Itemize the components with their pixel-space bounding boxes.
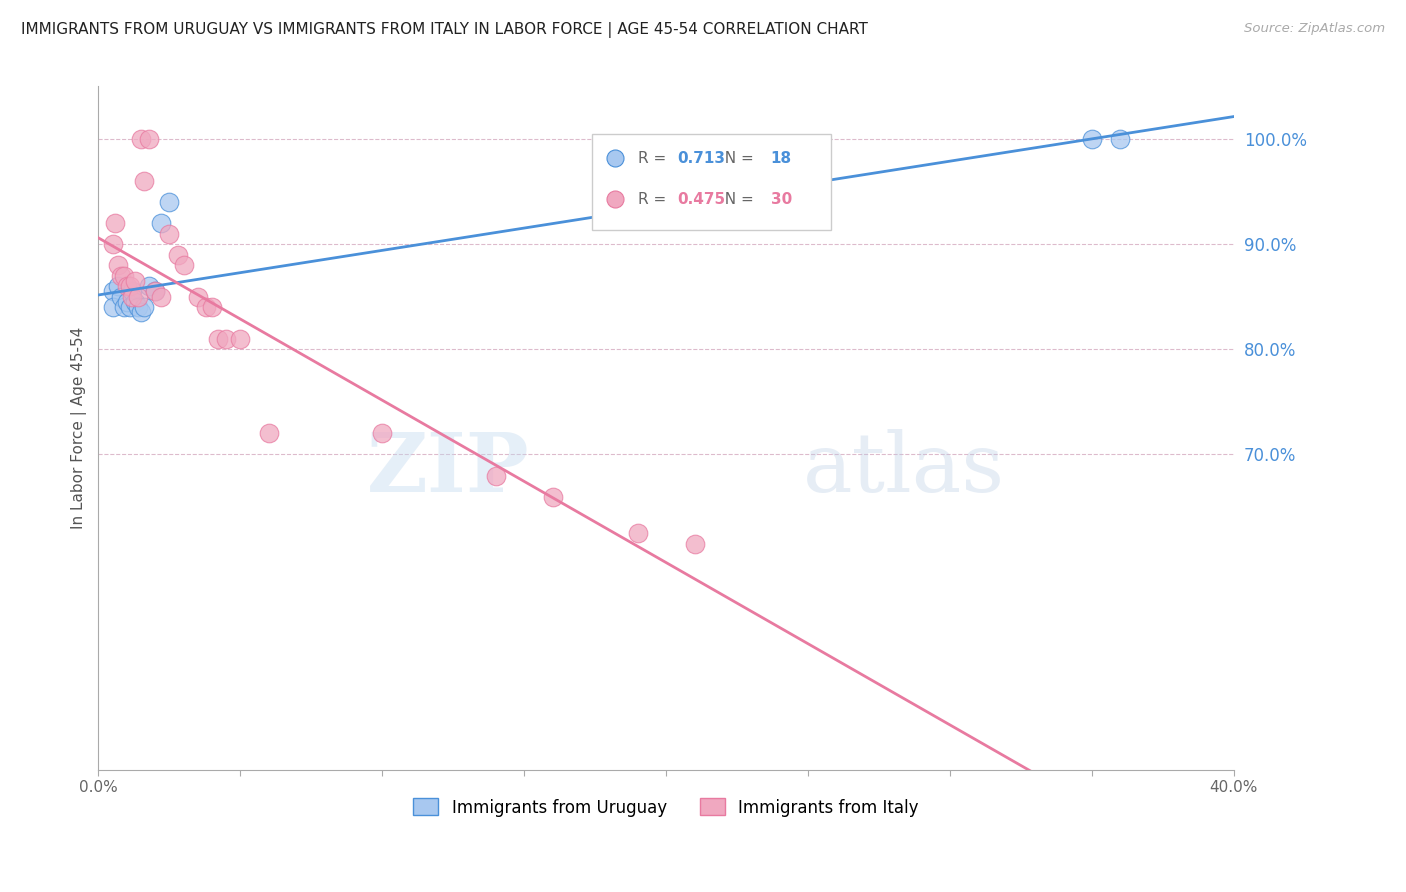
- Point: [107, 258, 129, 272]
- Point: [101, 300, 124, 314]
- Point: [124, 295, 146, 310]
- Point: [1081, 132, 1104, 146]
- Point: [1109, 132, 1132, 146]
- Point: [149, 216, 172, 230]
- Point: [104, 216, 127, 230]
- Point: [101, 237, 124, 252]
- Y-axis label: In Labor Force | Age 45-54: In Labor Force | Age 45-54: [72, 327, 87, 529]
- Text: IMMIGRANTS FROM URUGUAY VS IMMIGRANTS FROM ITALY IN LABOR FORCE | AGE 45-54 CORR: IMMIGRANTS FROM URUGUAY VS IMMIGRANTS FR…: [21, 22, 868, 38]
- Text: 30: 30: [770, 192, 792, 207]
- FancyBboxPatch shape: [592, 134, 831, 230]
- Point: [157, 195, 180, 210]
- Point: [1379, 305, 1402, 319]
- Point: [115, 295, 138, 310]
- Point: [127, 300, 149, 314]
- Point: [129, 305, 152, 319]
- Point: [110, 290, 132, 304]
- Text: 0.713: 0.713: [678, 151, 725, 166]
- Point: [118, 279, 141, 293]
- Legend: Immigrants from Uruguay, Immigrants from Italy: Immigrants from Uruguay, Immigrants from…: [406, 792, 925, 823]
- Text: 0.475: 0.475: [678, 192, 725, 207]
- Point: [207, 332, 229, 346]
- Point: [138, 279, 160, 293]
- Point: [229, 332, 252, 346]
- Point: [129, 132, 152, 146]
- Point: [143, 285, 166, 299]
- Text: atlas: atlas: [803, 429, 1004, 509]
- Point: [195, 300, 218, 314]
- Point: [157, 227, 180, 241]
- Point: [115, 279, 138, 293]
- Point: [101, 285, 124, 299]
- Text: R =: R =: [638, 151, 671, 166]
- Point: [138, 132, 160, 146]
- Point: [149, 290, 172, 304]
- Text: N =: N =: [716, 192, 759, 207]
- Point: [132, 300, 155, 314]
- Point: [371, 426, 394, 441]
- Point: [143, 285, 166, 299]
- Point: [132, 174, 155, 188]
- Point: [1379, 243, 1402, 257]
- Point: [166, 247, 188, 261]
- Point: [173, 258, 195, 272]
- Point: [121, 285, 143, 299]
- Point: [683, 537, 706, 551]
- Point: [257, 426, 280, 441]
- Point: [127, 290, 149, 304]
- Point: [201, 300, 224, 314]
- Text: ZIP: ZIP: [367, 429, 530, 509]
- Text: R =: R =: [638, 192, 671, 207]
- Point: [121, 290, 143, 304]
- Text: 18: 18: [770, 151, 792, 166]
- Point: [112, 300, 135, 314]
- Point: [107, 279, 129, 293]
- Point: [187, 290, 209, 304]
- Point: [485, 468, 508, 483]
- Point: [112, 268, 135, 283]
- Text: N =: N =: [716, 151, 759, 166]
- Point: [215, 332, 238, 346]
- Point: [627, 526, 650, 541]
- Point: [541, 490, 564, 504]
- Point: [118, 300, 141, 314]
- Point: [110, 268, 132, 283]
- Point: [124, 274, 146, 288]
- Text: Source: ZipAtlas.com: Source: ZipAtlas.com: [1244, 22, 1385, 36]
